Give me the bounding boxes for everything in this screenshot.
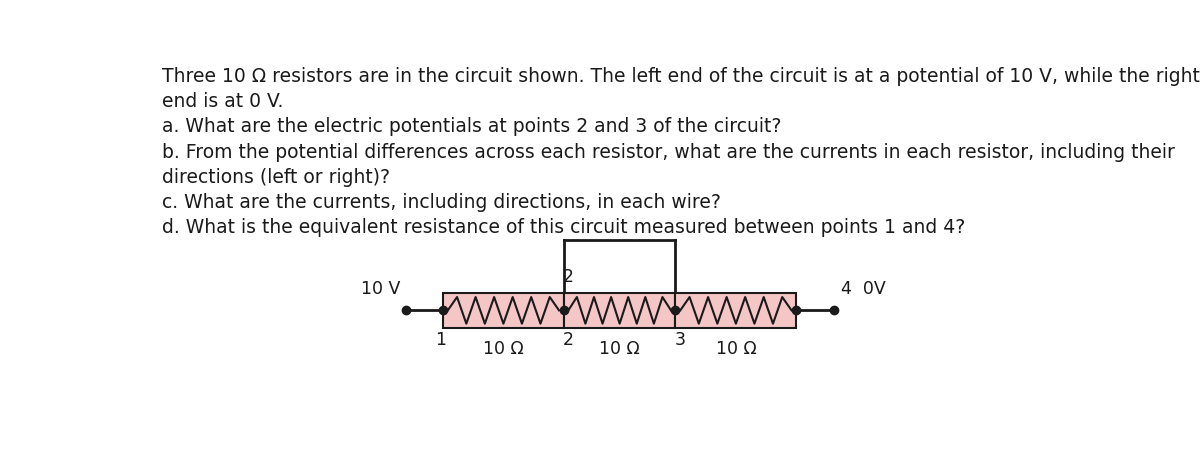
Bar [564,293,676,328]
Text: 10 V: 10 V [361,280,400,298]
Text: 2: 2 [563,268,574,286]
Text: 2: 2 [563,331,574,349]
Text: a. What are the electric potentials at points 2 and 3 of the circuit?: a. What are the electric potentials at p… [162,117,781,136]
Text: c. What are the currents, including directions, in each wire?: c. What are the currents, including dire… [162,193,721,212]
Text: 10 Ω: 10 Ω [484,340,523,358]
Text: directions (left or right)?: directions (left or right)? [162,168,390,187]
Text: 3: 3 [674,331,685,349]
Text: 1: 1 [436,331,446,349]
Text: 10 Ω: 10 Ω [599,340,640,358]
Text: Three 10 Ω resistors are in the circuit shown. The left end of the circuit is at: Three 10 Ω resistors are in the circuit … [162,67,1200,86]
Text: b. From the potential differences across each resistor, what are the currents in: b. From the potential differences across… [162,142,1175,162]
Bar [443,293,564,328]
Text: d. What is the equivalent resistance of this circuit measured between points 1 a: d. What is the equivalent resistance of … [162,218,965,237]
Text: end is at 0 V.: end is at 0 V. [162,92,283,111]
Text: 10 Ω: 10 Ω [715,340,756,358]
Bar [676,293,797,328]
Text: 4  0V: 4 0V [841,280,886,298]
